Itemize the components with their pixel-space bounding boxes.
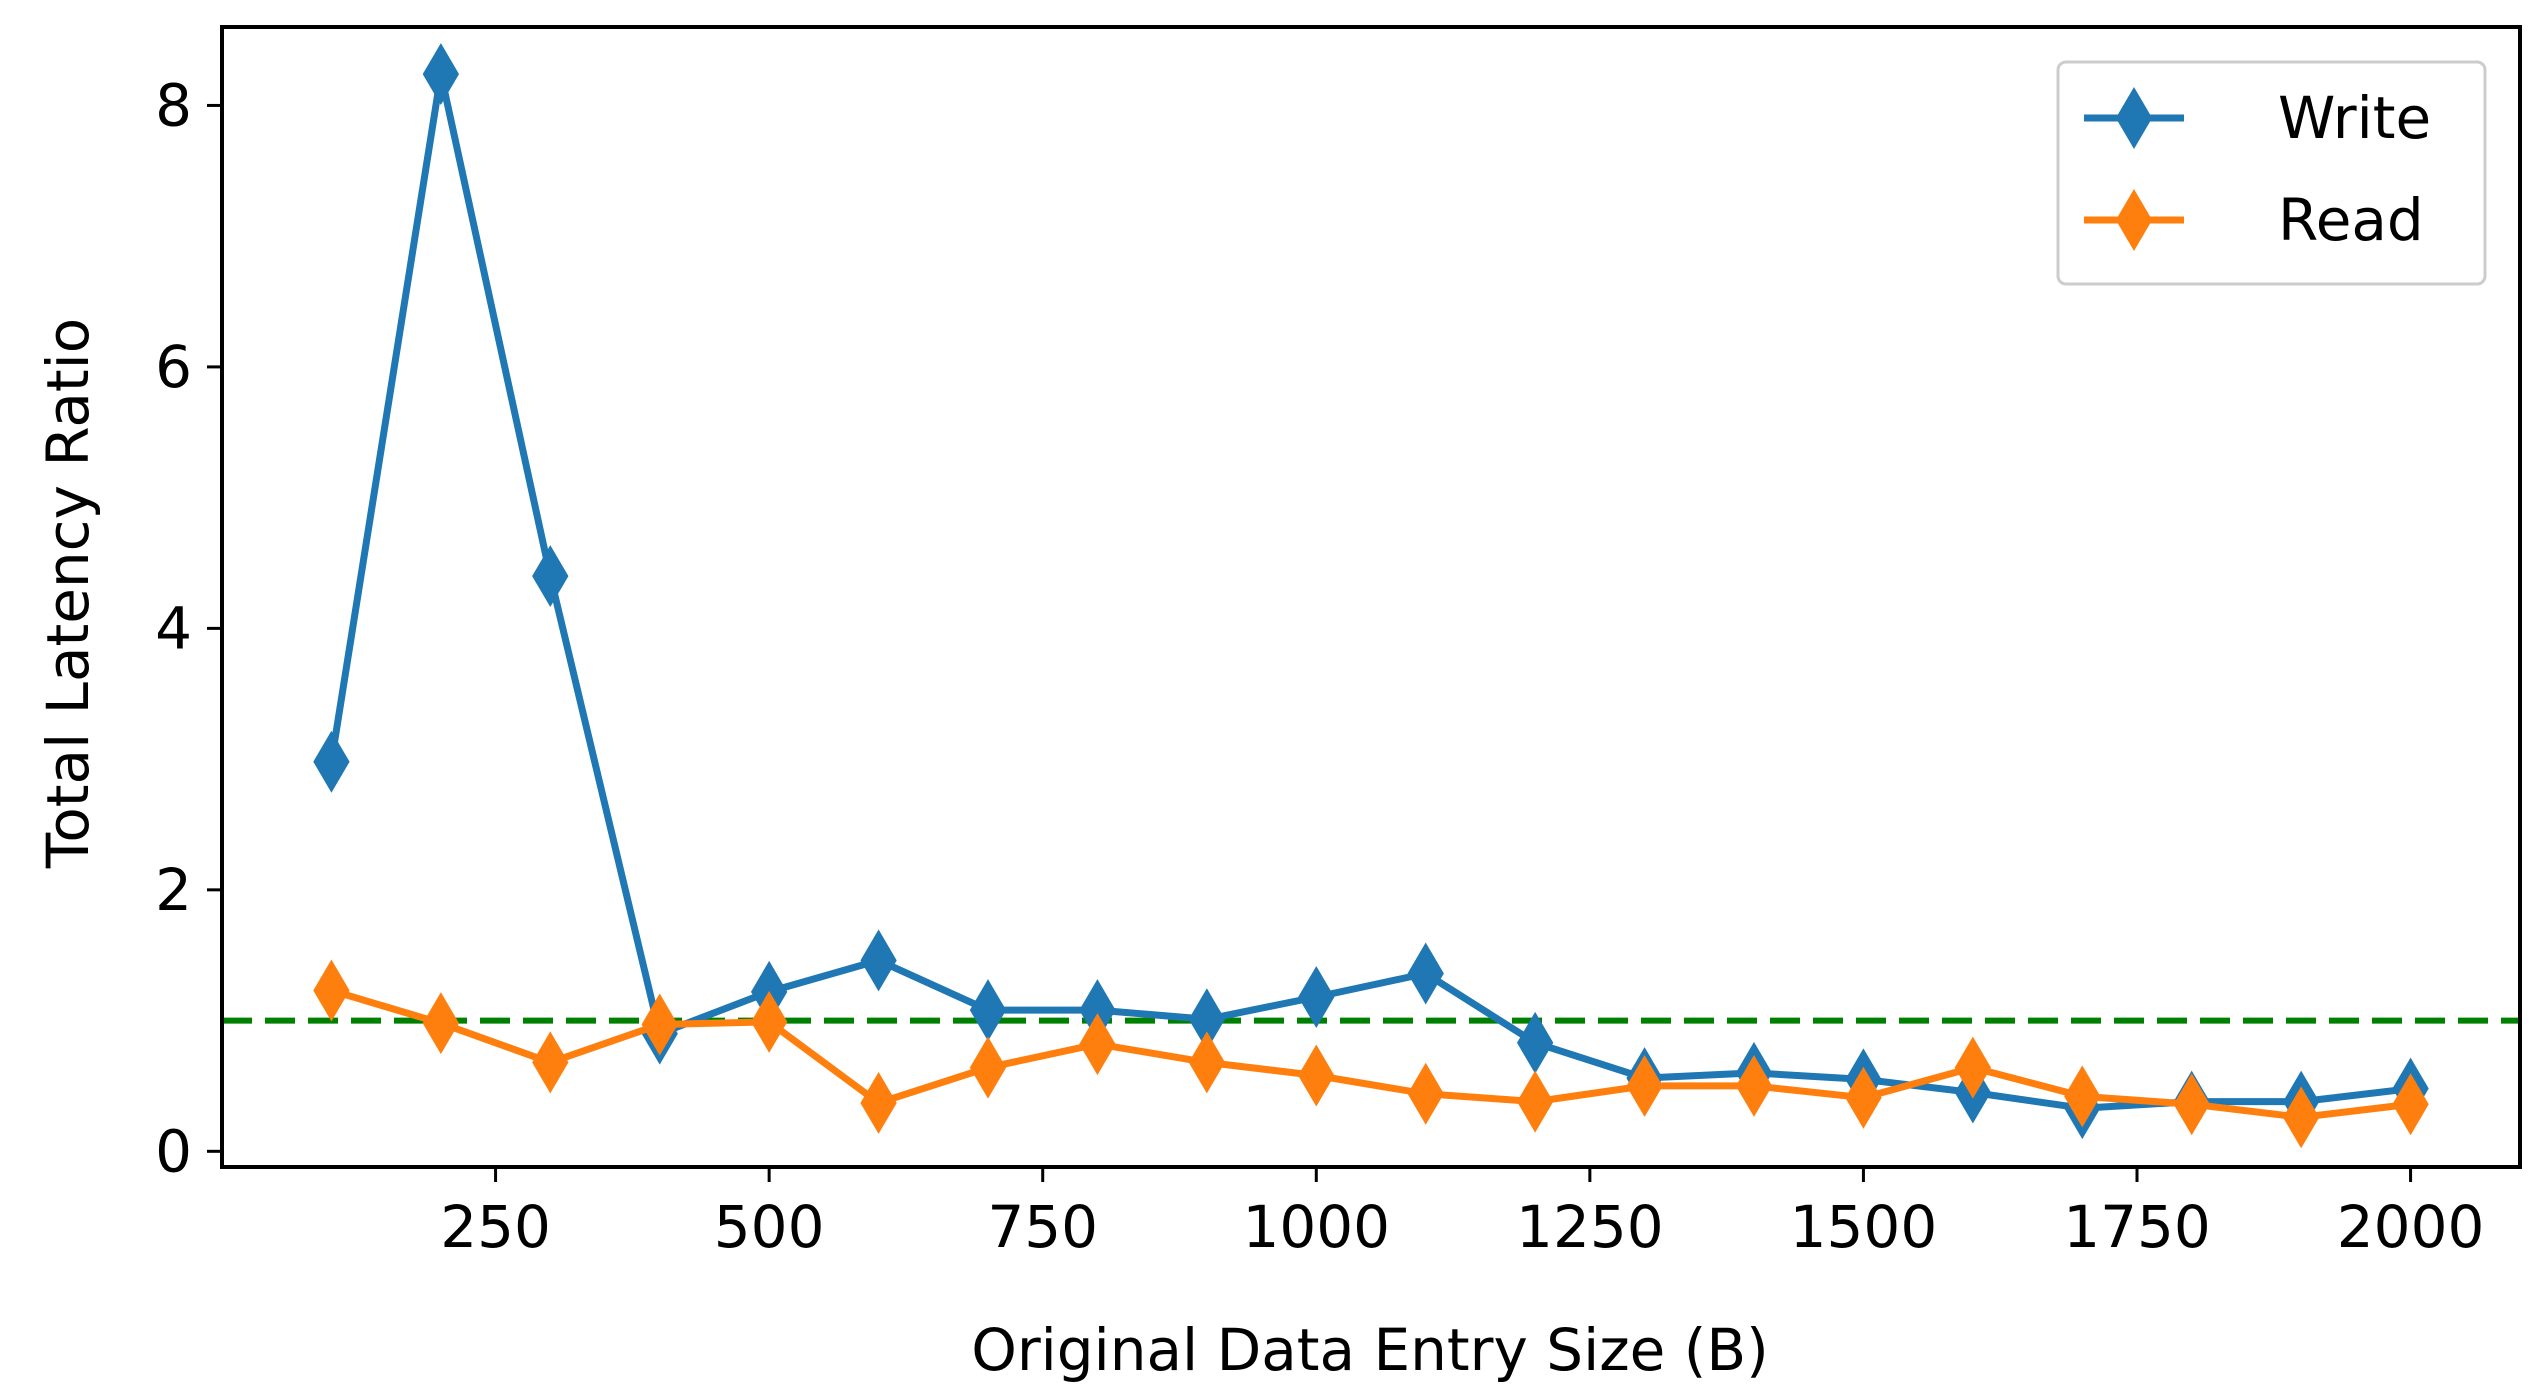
x-axis-title: Original Data Entry Size (B) [971, 1316, 1769, 1384]
y-axis-title: Total Latency Ratio [34, 318, 102, 870]
x-tick-label: 1750 [2063, 1193, 2211, 1261]
read-point [1079, 1013, 1116, 1076]
read-point [1188, 1031, 1226, 1094]
read-point [1735, 1054, 1773, 1117]
x-tick-label: 1000 [1242, 1193, 1390, 1261]
x-tick-label: 2000 [2337, 1193, 2485, 1261]
write-point [860, 929, 897, 992]
read-point [1626, 1054, 1663, 1117]
y-tick-label: 4 [155, 594, 192, 662]
write-point [422, 43, 460, 106]
y-tick-label: 8 [155, 71, 192, 139]
axes: 250 500 750 1000 1250 1500 1750 2000 0 2 4 6 8 [155, 25, 2522, 1261]
plot-area [222, 43, 2520, 1149]
x-tick-label: 500 [714, 1193, 825, 1261]
read-point [750, 990, 788, 1053]
y-tick-label: 0 [155, 1117, 192, 1185]
read-point [969, 1036, 1007, 1099]
legend-write-label: Write [2278, 84, 2431, 152]
write-point [1407, 942, 1444, 1005]
write-point [313, 730, 350, 793]
plot-content [222, 43, 2520, 1149]
plot-frame [220, 25, 2522, 1169]
read-point [641, 993, 678, 1056]
legend-read-marker [2115, 189, 2153, 251]
y-tick-label: 6 [155, 333, 192, 401]
legend: Write Read [2056, 60, 2487, 286]
legend-read-label: Read [2278, 186, 2424, 254]
write-point [1298, 966, 1335, 1029]
read-point [2282, 1086, 2320, 1149]
read-line [327, 986, 2415, 1121]
x-tick-label: 1500 [1790, 1193, 1938, 1261]
read-point [860, 1071, 897, 1134]
y-tick-label: 2 [155, 856, 192, 924]
read-point [2392, 1073, 2429, 1136]
read-point [313, 959, 350, 1022]
read-point [422, 992, 460, 1055]
x-tick-label: 250 [440, 1193, 551, 1261]
read-point [532, 1031, 569, 1094]
read-series [313, 959, 2429, 1149]
legend-write-marker [2115, 87, 2153, 149]
read-point [1954, 1036, 1992, 1099]
read-point [1407, 1062, 1444, 1125]
read-point [1516, 1070, 1554, 1133]
read-point [2064, 1065, 2101, 1128]
read-point [2173, 1073, 2210, 1136]
read-point [1298, 1044, 1335, 1107]
read-point [1845, 1066, 1882, 1129]
x-tick-label: 1250 [1516, 1193, 1664, 1261]
x-tick-label: 750 [987, 1193, 1098, 1261]
write-point [532, 545, 569, 608]
